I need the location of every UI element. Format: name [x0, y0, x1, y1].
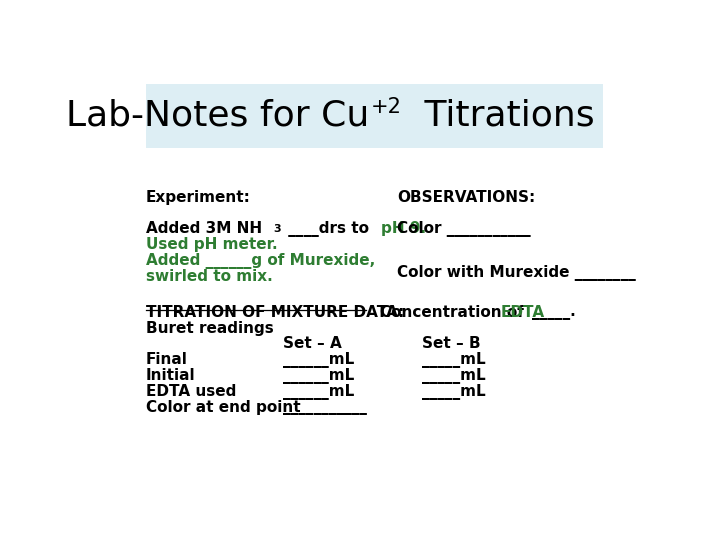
Text: ______mL: ______mL [282, 384, 354, 400]
Text: OBSERVATIONS:: OBSERVATIONS: [397, 190, 535, 205]
Text: Experiment:: Experiment: [145, 190, 251, 205]
Text: Added ______g of Murexide,: Added ______g of Murexide, [145, 253, 375, 269]
Text: Titrations: Titrations [413, 98, 594, 132]
Text: ______mL: ______mL [282, 368, 354, 384]
Text: +2: +2 [372, 97, 402, 117]
Text: 3: 3 [273, 225, 281, 234]
Text: Color at end point: Color at end point [145, 400, 300, 415]
Text: ___________: ___________ [282, 400, 366, 415]
Text: EDTA used: EDTA used [145, 384, 236, 399]
Text: Set – A: Set – A [282, 336, 341, 352]
Text: ____drs to: ____drs to [283, 221, 374, 237]
Text: _____mL: _____mL [422, 384, 485, 400]
Text: Initial: Initial [145, 368, 195, 383]
Text: TITRATION OF MIXTURE DATA:: TITRATION OF MIXTURE DATA: [145, 305, 404, 320]
Text: Color ___________: Color ___________ [397, 221, 531, 237]
Text: Added 3M NH: Added 3M NH [145, 221, 262, 236]
Text: Concentration of: Concentration of [380, 305, 529, 320]
Text: swirled to mix.: swirled to mix. [145, 269, 273, 284]
Text: Buret readings: Buret readings [145, 321, 274, 335]
Text: Set – B: Set – B [422, 336, 481, 352]
Text: pH 9.: pH 9. [382, 221, 426, 236]
Text: Used pH meter.: Used pH meter. [145, 238, 277, 252]
Text: _____mL: _____mL [422, 368, 485, 384]
Text: _____.: _____. [533, 305, 576, 320]
Text: EDTA: EDTA [500, 305, 544, 320]
Text: Color with Murexide ________: Color with Murexide ________ [397, 265, 636, 281]
Text: Lab-Notes for Cu: Lab-Notes for Cu [66, 98, 369, 132]
Text: Final: Final [145, 352, 188, 367]
Text: ______mL: ______mL [282, 352, 354, 368]
Text: _____mL: _____mL [422, 352, 485, 368]
FancyBboxPatch shape [145, 84, 603, 148]
